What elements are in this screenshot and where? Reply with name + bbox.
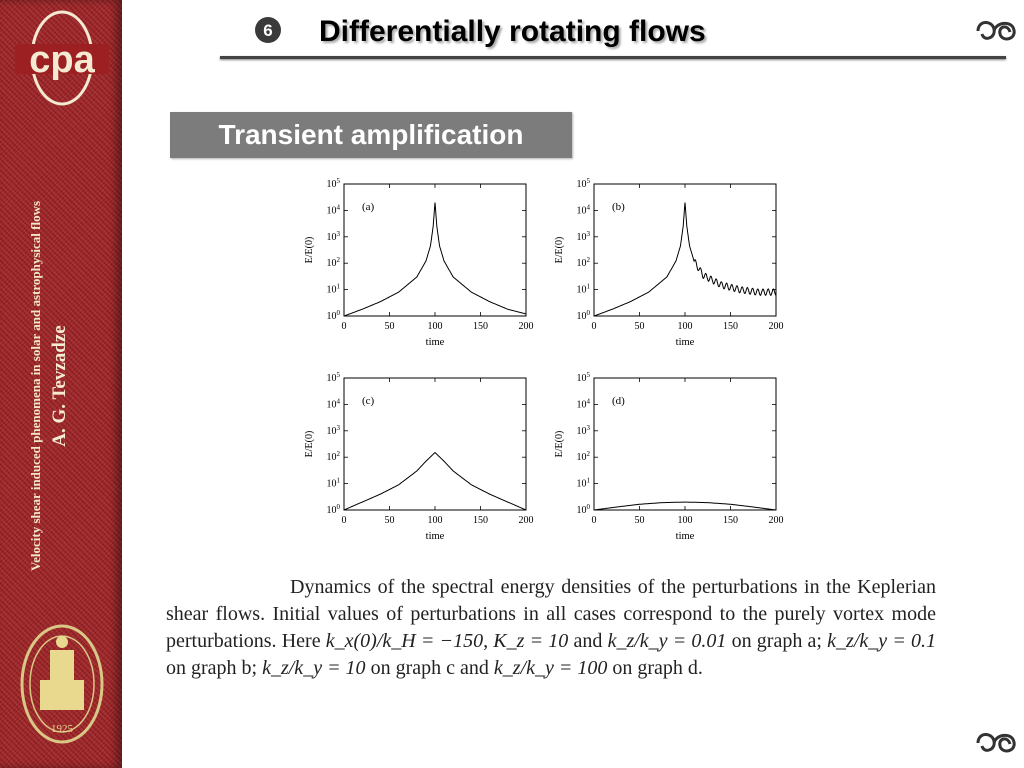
- caption-text: on graph b;: [166, 657, 263, 679]
- x-tick-label: 150: [473, 321, 488, 332]
- y-tick-label: 102: [577, 256, 591, 269]
- x-tick-label: 100: [678, 321, 693, 332]
- y-axis-label: E/E(0): [554, 431, 565, 458]
- x-axis-label: time: [426, 337, 445, 348]
- y-tick-label: 104: [327, 203, 341, 216]
- y-tick-label: 101: [327, 477, 341, 490]
- x-tick-label: 0: [342, 321, 347, 332]
- x-tick-label: 150: [723, 321, 738, 332]
- y-tick-label: 102: [577, 450, 591, 463]
- y-axis-label: E/E(0): [554, 237, 565, 264]
- energy-curve: [593, 501, 777, 511]
- x-tick-label: 100: [428, 321, 443, 332]
- x-tick-label: 100: [428, 515, 443, 526]
- section-heading-text: Transient amplification: [218, 119, 524, 150]
- y-tick-label: 101: [577, 477, 591, 490]
- sidebar: cpa Velocity shear induced phenomena in …: [0, 0, 122, 768]
- x-tick-label: 50: [635, 321, 645, 332]
- caption-text: on graph d.: [607, 657, 703, 679]
- university-seal-icon: 1925: [20, 624, 104, 744]
- svg-text:cpa: cpa: [29, 39, 95, 81]
- x-tick-label: 0: [342, 515, 347, 526]
- slide-title: Differentially rotating flows: [319, 15, 706, 48]
- energy-curve: [343, 202, 527, 317]
- caption-text: on graph c and: [365, 657, 494, 679]
- panel-label: (a): [362, 201, 375, 213]
- x-tick-label: 200: [519, 515, 534, 526]
- y-tick-label: 100: [327, 503, 341, 516]
- y-tick-label: 102: [327, 450, 341, 463]
- header-rule: [220, 56, 1006, 59]
- x-tick-label: 50: [385, 515, 395, 526]
- y-tick-label: 101: [327, 283, 341, 296]
- presentation-subtitle: Velocity shear induced phenomena in sola…: [28, 200, 43, 572]
- section-heading: Transient amplification: [170, 112, 572, 158]
- caption-math: k_x(0)/k_H = −150,: [325, 630, 489, 652]
- y-tick-label: 104: [577, 397, 591, 410]
- x-tick-label: 100: [678, 515, 693, 526]
- x-tick-label: 150: [473, 515, 488, 526]
- y-tick-label: 100: [327, 309, 341, 322]
- y-tick-label: 102: [327, 256, 341, 269]
- caption-math: k_z/k_y = 10: [262, 657, 366, 679]
- slide-header: 6 Differentially rotating flows: [220, 14, 1006, 62]
- x-tick-label: 0: [592, 515, 597, 526]
- x-tick-label: 150: [723, 515, 738, 526]
- y-tick-label: 103: [327, 230, 341, 243]
- energy-curve: [593, 202, 777, 317]
- figure-caption: Dynamics of the spectral energy densitie…: [166, 574, 936, 682]
- x-tick-label: 50: [385, 321, 395, 332]
- panel-label: (b): [612, 201, 625, 213]
- x-axis-label: time: [676, 337, 695, 348]
- x-tick-label: 50: [635, 515, 645, 526]
- svg-text:6: 6: [263, 21, 272, 40]
- x-tick-label: 0: [592, 321, 597, 332]
- panel-label: (d): [612, 395, 625, 407]
- caption-math: k_z/k_y = 0.01: [607, 630, 727, 652]
- y-tick-label: 103: [577, 424, 591, 437]
- y-tick-label: 105: [327, 177, 341, 190]
- y-tick-label: 100: [577, 309, 591, 322]
- y-tick-label: 103: [577, 230, 591, 243]
- x-tick-label: 200: [769, 321, 784, 332]
- energy-curve: [343, 451, 527, 511]
- y-tick-label: 103: [327, 424, 341, 437]
- x-axis-label: time: [676, 531, 695, 542]
- x-tick-label: 200: [519, 321, 534, 332]
- y-tick-label: 101: [577, 283, 591, 296]
- y-tick-label: 104: [327, 397, 341, 410]
- energy-plots-figure: 100 101 102 103 104 105 0 50 100 150 200 time E/E(0)…: [304, 177, 784, 542]
- caption-math: k_z/k_y = 100: [493, 657, 608, 679]
- y-tick-label: 105: [577, 371, 591, 384]
- x-tick-label: 200: [769, 515, 784, 526]
- svg-text:1925: 1925: [51, 723, 74, 735]
- ornament-top-icon: [976, 21, 1016, 41]
- caption-text: Dynamics of the spectral energy densitie…: [166, 576, 936, 652]
- cpa-logo: cpa: [15, 10, 109, 106]
- y-tick-label: 100: [577, 503, 591, 516]
- caption-text: on graph a;: [726, 630, 828, 652]
- sidebar-vertical-text: Velocity shear induced phenomena in sola…: [25, 126, 89, 646]
- y-tick-label: 105: [327, 371, 341, 384]
- y-axis-label: E/E(0): [304, 431, 315, 458]
- y-tick-label: 105: [577, 177, 591, 190]
- y-axis-label: E/E(0): [304, 237, 315, 264]
- author-name: A. G. Tevzadze: [49, 325, 70, 447]
- ornament-bottom-icon: [976, 733, 1016, 753]
- caption-math: K_z = 10: [493, 630, 569, 652]
- caption-text: and: [568, 630, 608, 652]
- x-axis-label: time: [426, 531, 445, 542]
- panel-label: (c): [362, 395, 375, 407]
- caption-math: k_z/k_y = 0.1: [827, 630, 937, 652]
- slide-number-badge: 6: [255, 17, 281, 43]
- y-tick-label: 104: [577, 203, 591, 216]
